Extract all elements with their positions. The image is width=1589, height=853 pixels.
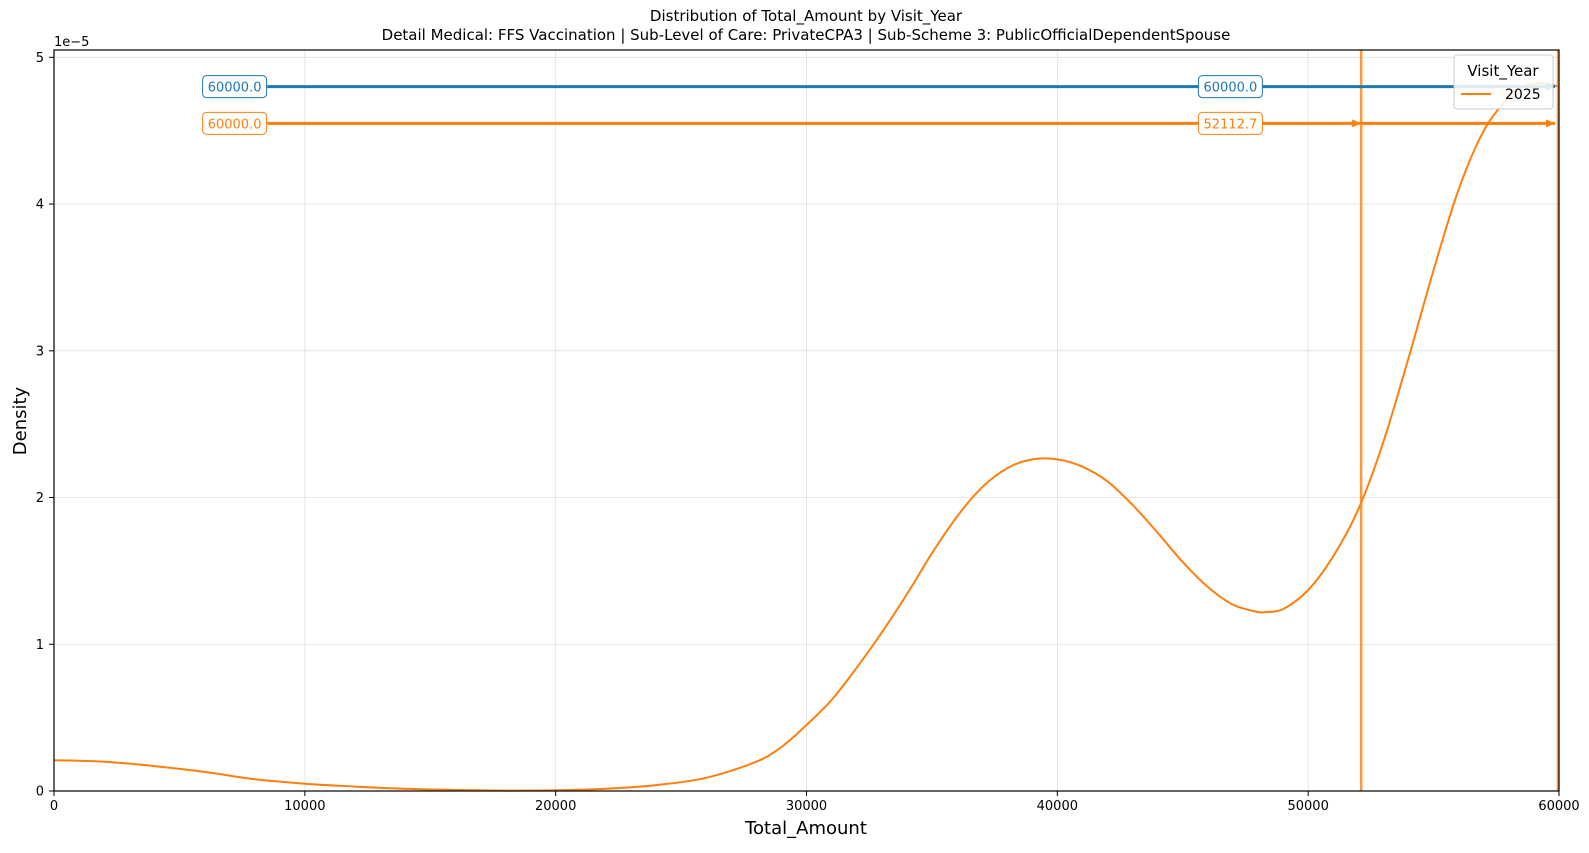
x-tick-label: 50000 — [1287, 799, 1328, 814]
y-tick-label: 0 — [36, 785, 44, 800]
arrow-label-box — [1197, 75, 1263, 99]
legend-title: Visit_Year — [1467, 62, 1539, 81]
arrow-label-box — [202, 111, 268, 135]
arrow-label-box — [202, 75, 268, 99]
chart-subtitle: Detail Medical: FFS Vaccination | Sub-Le… — [382, 26, 1231, 44]
chart-title: Distribution of Total_Amount by Visit_Ye… — [650, 7, 963, 26]
arrow-label: 60000.0 — [1204, 81, 1258, 96]
legend-box — [1453, 54, 1554, 110]
arrow-label: 60000.0 — [208, 117, 262, 132]
x-tick-label: 0 — [50, 799, 58, 814]
x-tick-label: 20000 — [535, 799, 576, 814]
plot-frame — [53, 49, 1560, 792]
x-tick-label: 10000 — [284, 799, 325, 814]
density-line-2025 — [53, 82, 1560, 792]
arrowhead — [1352, 119, 1362, 128]
range-arrows-layer: 60000.0 60000.0 60000.0 52112.7 — [202, 75, 1555, 135]
vertical-lines-layer — [1359, 50, 1560, 791]
arrow-label: 60000.0 — [208, 81, 262, 96]
y-tick-label: 3 — [36, 344, 44, 359]
series-layer — [53, 82, 1560, 792]
legend: Visit_Year 2025 — [1453, 54, 1554, 110]
y-scale-label: 1e−5 — [54, 35, 89, 50]
x-tick-label: 40000 — [1037, 799, 1078, 814]
y-tick-label: 4 — [36, 198, 44, 213]
legend-entry-2025: 2025 — [1505, 87, 1541, 103]
grid-layer — [53, 50, 1560, 792]
y-tick-label: 5 — [36, 51, 44, 66]
arrow-label: 52112.7 — [1204, 117, 1258, 132]
x-axis-label: Total_Amount — [744, 818, 867, 839]
y-tick-label: 1 — [36, 638, 44, 653]
arrowhead — [1546, 119, 1555, 128]
arrow-label-box — [1197, 111, 1263, 135]
x-tick-label: 30000 — [786, 799, 827, 814]
ticks-layer: 0 10000 20000 30000 40000 50000 60000 0 1 2 3 4 5 — [36, 51, 1580, 814]
y-axis-label: Density — [10, 386, 31, 455]
x-tick-label: 60000 — [1538, 799, 1579, 814]
y-tick-label: 2 — [36, 491, 44, 506]
